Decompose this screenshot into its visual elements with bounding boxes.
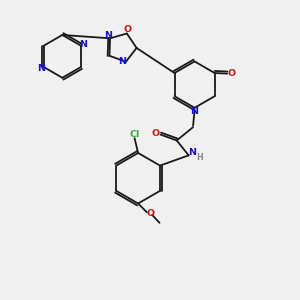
Text: H: H xyxy=(196,153,203,162)
Text: Cl: Cl xyxy=(129,130,140,139)
Text: N: N xyxy=(190,107,199,116)
Text: O: O xyxy=(147,208,155,217)
Text: N: N xyxy=(118,57,126,66)
Text: O: O xyxy=(123,26,131,34)
Text: O: O xyxy=(152,129,160,138)
Text: O: O xyxy=(227,69,236,78)
Text: N: N xyxy=(38,64,45,73)
Text: N: N xyxy=(188,148,196,158)
Text: N: N xyxy=(79,40,87,49)
Text: N: N xyxy=(105,31,112,40)
